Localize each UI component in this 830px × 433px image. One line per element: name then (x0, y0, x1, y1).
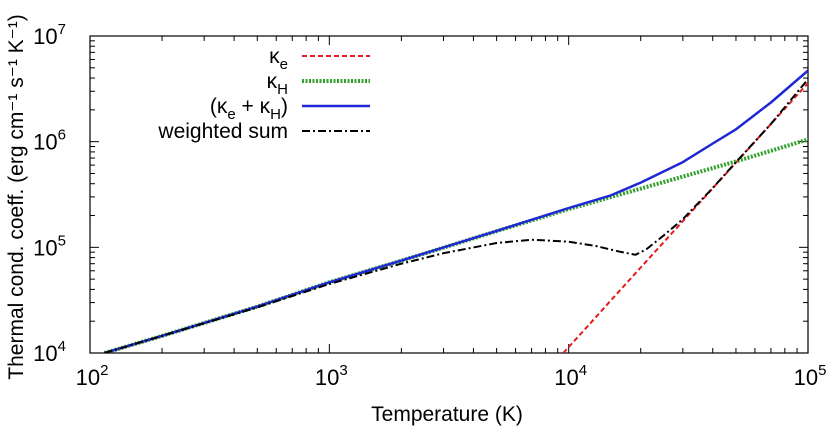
y-tick-label: 105 (33, 232, 66, 260)
y-tick-label: 107 (33, 21, 66, 49)
series-line-1 (562, 82, 808, 353)
plot-border (89, 35, 809, 354)
x-tick-label: 102 (76, 362, 109, 390)
series-line-4 (104, 78, 808, 353)
legend-label-1: κe (269, 45, 288, 73)
x-axis-label: Temperature (K) (371, 403, 523, 426)
x-tick-label: 105 (794, 362, 827, 390)
legend-label-3: (κe + κH) (210, 95, 288, 123)
x-tick-label: 103 (315, 362, 348, 390)
tick-labels: 102 103 104 105 104 105 106 107 (33, 21, 826, 390)
legend-label-2: κH (267, 70, 288, 98)
y-axis-label: Thermal cond. coeff. (erg cm⁻¹ s⁻¹ K⁻¹) (5, 14, 28, 379)
plot-frame (89, 35, 809, 354)
series-lines (103, 69, 808, 353)
x-tick-label: 104 (554, 362, 587, 390)
legend-label-4: weighted sum (157, 120, 288, 143)
y-tick-label: 106 (33, 127, 66, 155)
axis-ticks (89, 35, 809, 354)
y-tick-label: 104 (33, 338, 66, 366)
